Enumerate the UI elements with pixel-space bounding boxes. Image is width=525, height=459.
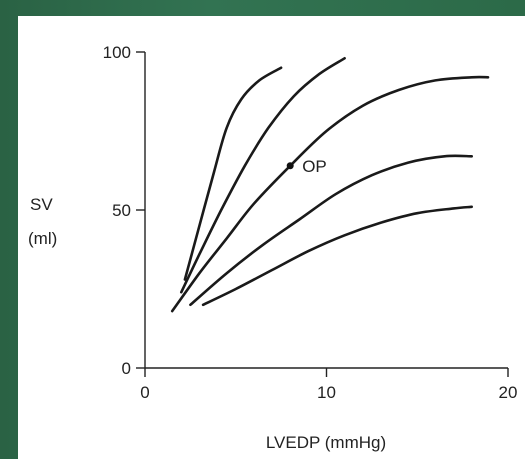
- x-axis-label: LVEDP (mmHg): [266, 433, 386, 452]
- op-label: OP: [302, 157, 327, 176]
- annotations: OP: [286, 157, 327, 176]
- y-tick-label: 0: [122, 359, 131, 378]
- y-tick-label: 50: [112, 201, 131, 220]
- series-curve-5: [201, 205, 473, 307]
- series-curve-4: [189, 154, 473, 307]
- y-axis-label-line2: (ml): [28, 229, 57, 248]
- series-curve-2: [180, 57, 346, 294]
- x-tick-label: 10: [317, 383, 336, 402]
- x-tick-label: 20: [499, 383, 518, 402]
- series-curve-3: [170, 75, 490, 313]
- curves: [170, 57, 490, 313]
- x-tick-label: 0: [140, 383, 149, 402]
- axes: [144, 52, 508, 369]
- series-curve-1: [183, 66, 283, 281]
- y-tick-label: 100: [103, 43, 131, 62]
- op-point: [286, 162, 294, 170]
- y-axis-label-line1: SV: [30, 195, 53, 214]
- ticks: 0 50 100 0 10 20: [103, 43, 518, 402]
